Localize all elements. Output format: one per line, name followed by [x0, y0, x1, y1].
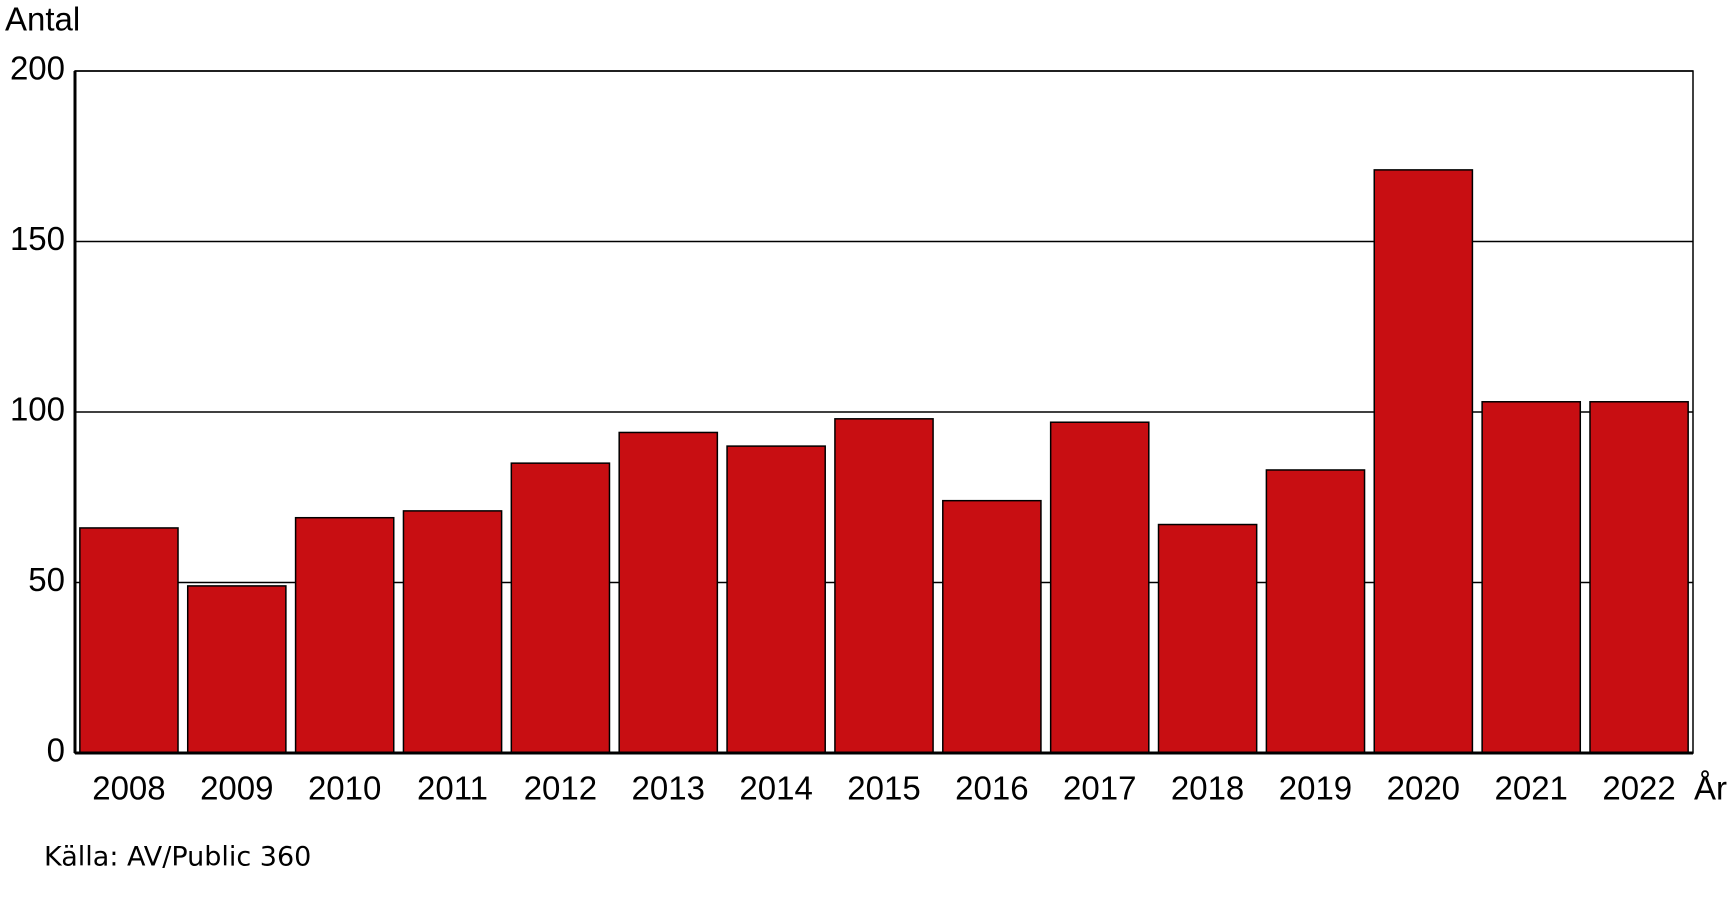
x-tick-label: 2011	[417, 770, 488, 807]
y-tick-label: 150	[10, 220, 65, 257]
x-tick-label: 2009	[200, 770, 273, 807]
y-tick-label: 100	[10, 391, 65, 428]
x-tick-label: 2019	[1279, 770, 1352, 807]
x-tick-label: 2012	[524, 770, 597, 807]
x-tick-label: 2010	[308, 770, 381, 807]
x-tick-label: 2021	[1494, 770, 1567, 807]
x-tick-label: 2014	[739, 770, 812, 807]
bar	[1481, 401, 1582, 754]
y-tick-label: 0	[47, 732, 65, 769]
bar	[1373, 169, 1474, 754]
x-tick-label: 2008	[92, 770, 165, 807]
bar	[834, 418, 934, 754]
bar	[79, 527, 179, 754]
bar	[942, 499, 1042, 754]
bar	[1265, 469, 1366, 754]
bar	[294, 516, 395, 754]
bar	[510, 462, 611, 754]
x-tick-label: 2013	[632, 770, 705, 807]
y-tick-label: 200	[10, 50, 65, 87]
x-tick-label: 2018	[1171, 770, 1244, 807]
x-tick-label: 2017	[1063, 770, 1136, 807]
bar	[618, 431, 719, 754]
bar	[186, 585, 287, 754]
bar	[726, 445, 826, 754]
bar	[1589, 401, 1689, 754]
bar	[1049, 421, 1150, 754]
x-tick-label: 2020	[1387, 770, 1460, 807]
x-tick-label: 2015	[847, 770, 920, 807]
x-tick-label: 2022	[1602, 770, 1675, 807]
bar	[402, 510, 503, 754]
x-axis-label: År	[1694, 770, 1727, 807]
bar	[1157, 523, 1258, 754]
x-tick-label: 2016	[955, 770, 1028, 807]
y-tick-label: 50	[28, 561, 65, 598]
source: Källa: AV/Public 360	[44, 842, 311, 873]
y-axis-label: Antal	[5, 1, 80, 38]
